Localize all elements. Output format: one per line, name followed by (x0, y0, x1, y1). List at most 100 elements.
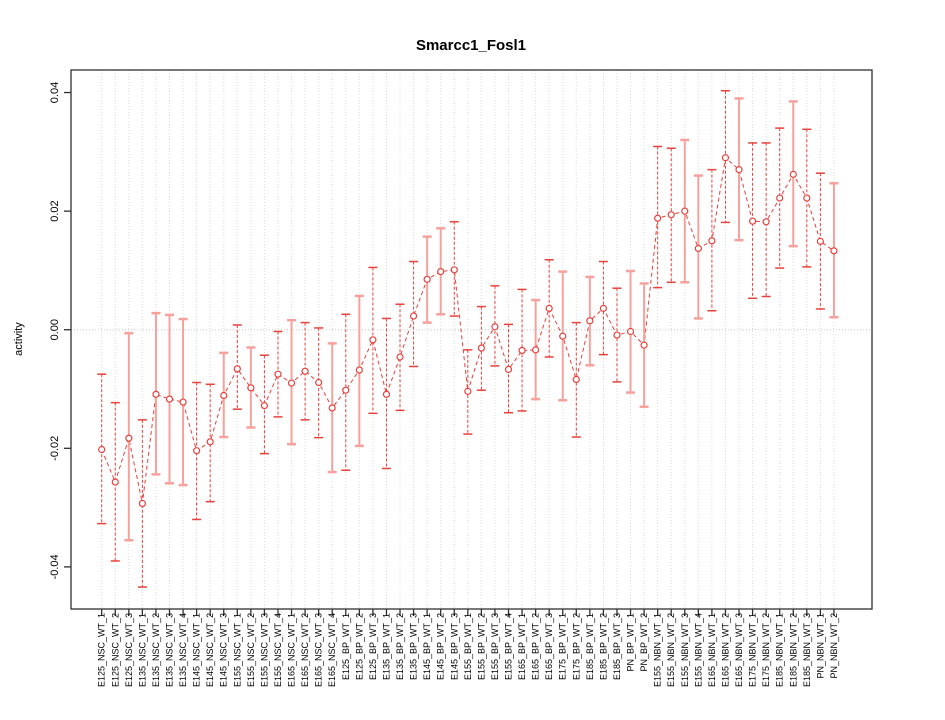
x-tick-label: E145_NSC_WT_1 (192, 613, 202, 687)
data-point-marker (491, 323, 499, 331)
x-tick-label: E165_NBN_WT_2 (721, 613, 731, 687)
data-point-marker (789, 170, 797, 178)
data-point-marker (193, 447, 201, 455)
data-point-marker (152, 390, 160, 398)
x-tick-label: E125_BP_WT_3 (368, 613, 378, 680)
data-point-marker (369, 336, 377, 344)
x-tick-label: E125_BP_WT_2 (354, 613, 364, 680)
x-tick-label: E135_BP_WT_2 (395, 613, 405, 680)
data-point-marker (748, 217, 757, 225)
data-point-marker (640, 341, 648, 349)
data-point-marker (559, 332, 567, 340)
x-tick-label: E185_BP_WT_3 (612, 613, 622, 680)
x-tick-label: E155_BP_WT_2 (476, 613, 486, 680)
data-point-marker (681, 207, 689, 215)
y-tick-label: 0.02 (49, 200, 61, 221)
plot-box (70, 69, 873, 610)
y-tick-label: 0.00 (49, 319, 61, 340)
data-point-marker (125, 434, 133, 442)
data-point-marker (220, 391, 228, 400)
x-tick-label: E155_NSC_WT_3 (259, 613, 269, 687)
x-tick-label: PN_BP_WT_1 (626, 613, 636, 672)
data-point-marker (382, 390, 391, 398)
data-point-marker (355, 366, 363, 374)
data-point-marker (138, 499, 146, 508)
data-point-marker (518, 346, 526, 355)
x-tick-label: E135_NSC_WT_1 (137, 613, 147, 687)
x-tick-label: PN_NBN_WT_1 (815, 613, 825, 679)
x-tick-label: E135_BP_WT_3 (409, 613, 419, 680)
x-tick-label: PN_NBN_WT_2 (829, 613, 839, 679)
x-tick-label: E135_BP_WT_1 (382, 613, 392, 680)
x-tick-label: E165_NSC_WT_2 (300, 613, 310, 687)
data-point-marker (545, 304, 553, 312)
y-tick-label: 0.04 (49, 82, 61, 103)
data-point-marker (423, 275, 431, 283)
x-tick-label: E155_BP_WT_4 (504, 613, 514, 680)
x-tick-label: E155_NBN_WT_4 (693, 613, 703, 687)
x-tick-label: E155_NSC_WT_4 (273, 613, 283, 687)
x-tick-label: E165_NSC_WT_1 (287, 613, 297, 687)
data-point-marker (762, 218, 770, 226)
data-point-marker (437, 268, 445, 276)
x-tick-label: E175_NBN_WT_2 (761, 613, 771, 687)
x-tick-label: E165_BP_WT_2 (531, 613, 541, 680)
data-point-marker (613, 331, 621, 339)
x-tick-label: E165_NSC_WT_3 (314, 613, 324, 687)
data-point-marker (328, 404, 336, 412)
data-point-marker (274, 370, 282, 378)
x-tick-label: E155_NSC_WT_1 (232, 613, 242, 687)
data-point-marker (572, 375, 580, 384)
data-point-marker (396, 353, 404, 361)
chart-title: Smarcc1_Fosl1 (416, 37, 526, 54)
x-tick-label: E185_NBN_WT_1 (775, 613, 785, 687)
x-tick-label: E125_NSC_WT_2 (110, 613, 120, 687)
x-tick-label: E155_NBN_WT_1 (653, 613, 663, 687)
x-tick-label: E185_BP_WT_1 (585, 613, 595, 680)
data-point-marker (450, 266, 458, 274)
data-point-marker (464, 387, 472, 395)
x-tick-label: E155_BP_WT_3 (490, 613, 500, 680)
data-point-marker (342, 386, 350, 394)
x-tick-label: E145_BP_WT_3 (449, 613, 459, 680)
x-tick-label: E185_BP_WT_2 (598, 613, 608, 680)
data-point-marker (260, 402, 269, 410)
x-tick-label: E135_NSC_WT_2 (151, 613, 161, 687)
x-tick-label: E165_NBN_WT_1 (707, 613, 717, 687)
x-tick-label: E135_NSC_WT_4 (178, 613, 188, 687)
x-tick-label: E155_NBN_WT_2 (666, 613, 676, 687)
x-tick-label: E185_NBN_WT_2 (788, 613, 798, 687)
x-tick-label: E165_BP_WT_1 (517, 613, 527, 680)
data-point-marker (504, 365, 513, 374)
data-point-marker (816, 237, 824, 245)
x-tick-label: E145_NSC_WT_3 (219, 613, 229, 687)
x-tick-label: E145_BP_WT_1 (422, 613, 432, 680)
data-point-marker (233, 365, 241, 373)
data-point-marker (98, 445, 106, 454)
data-point-marker (803, 194, 811, 202)
data-point-marker (708, 237, 716, 245)
x-tick-label: E165_NSC_WT_4 (327, 613, 337, 687)
y-tick-label: -0.02 (49, 436, 61, 461)
x-tick-label: E175_NBN_WT_1 (748, 613, 758, 687)
data-point-marker (315, 378, 323, 387)
x-tick-label: PN_BP_WT_2 (639, 613, 649, 672)
x-tick-label: E125_NSC_WT_1 (97, 613, 107, 687)
x-tick-label: E165_BP_WT_3 (544, 613, 554, 680)
y-tick-label: -0.04 (49, 554, 61, 579)
x-tick-label: E155_NBN_WT_3 (680, 613, 690, 687)
x-tick-label: E155_NSC_WT_2 (246, 613, 256, 687)
data-point-marker (654, 214, 662, 222)
x-tick-label: E175_BP_WT_1 (558, 613, 568, 680)
data-point-marker (735, 166, 743, 174)
x-tick-label: E145_NSC_WT_2 (205, 613, 215, 687)
data-point-marker (477, 344, 485, 352)
data-point-marker (165, 395, 174, 403)
data-point-marker (586, 317, 594, 325)
data-point-marker (532, 346, 540, 354)
data-point-marker (111, 478, 119, 486)
x-tick-label: E175_BP_WT_2 (571, 613, 581, 680)
data-point-marker (287, 379, 296, 387)
